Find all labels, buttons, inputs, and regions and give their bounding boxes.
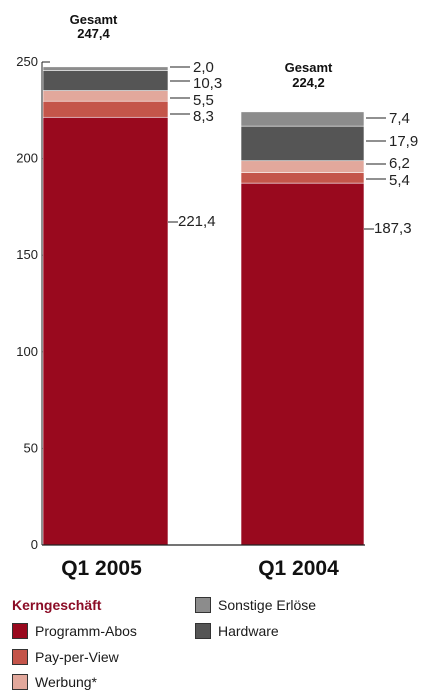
value-label: 2,0 [193, 59, 214, 76]
y-tick-label: 50 [24, 440, 38, 455]
y-tick-label: 100 [16, 344, 38, 359]
value-label: 17,9 [389, 133, 418, 150]
total-heading: Gesamt [70, 12, 118, 27]
total-value: 247,4 [77, 26, 110, 41]
total-value: 224,2 [292, 75, 325, 90]
bar-segment-sonstige-erl-se [42, 66, 169, 71]
value-label: 6,2 [389, 155, 410, 172]
value-label: 10,3 [193, 75, 222, 92]
bar-segment-werbung- [42, 90, 169, 102]
value-label: 221,4 [178, 213, 216, 230]
bar-segment-werbung- [240, 160, 365, 174]
x-category-label: Q1 2004 [258, 557, 339, 580]
y-tick-label: 150 [16, 247, 38, 262]
bar-segment-pay-per-view [240, 172, 365, 184]
bar-segment-programm-abos [240, 182, 365, 546]
value-label: 7,4 [389, 110, 410, 127]
y-tick-label: 250 [16, 54, 38, 69]
value-label: 187,3 [374, 220, 412, 237]
total-heading: Gesamt [285, 60, 333, 75]
bar-segment-hardware [42, 70, 169, 91]
value-label: 8,3 [193, 108, 214, 125]
bar-segment-programm-abos [42, 116, 169, 546]
bar-segment-pay-per-view [42, 100, 169, 118]
y-tick-label: 200 [16, 151, 38, 166]
bar-segment-hardware [240, 125, 365, 162]
y-tick-label: 0 [31, 537, 38, 552]
value-label: 5,4 [389, 172, 410, 189]
value-label: 5,5 [193, 92, 214, 109]
x-category-label: Q1 2005 [61, 557, 142, 580]
bar-segment-sonstige-erl-se [240, 111, 365, 127]
